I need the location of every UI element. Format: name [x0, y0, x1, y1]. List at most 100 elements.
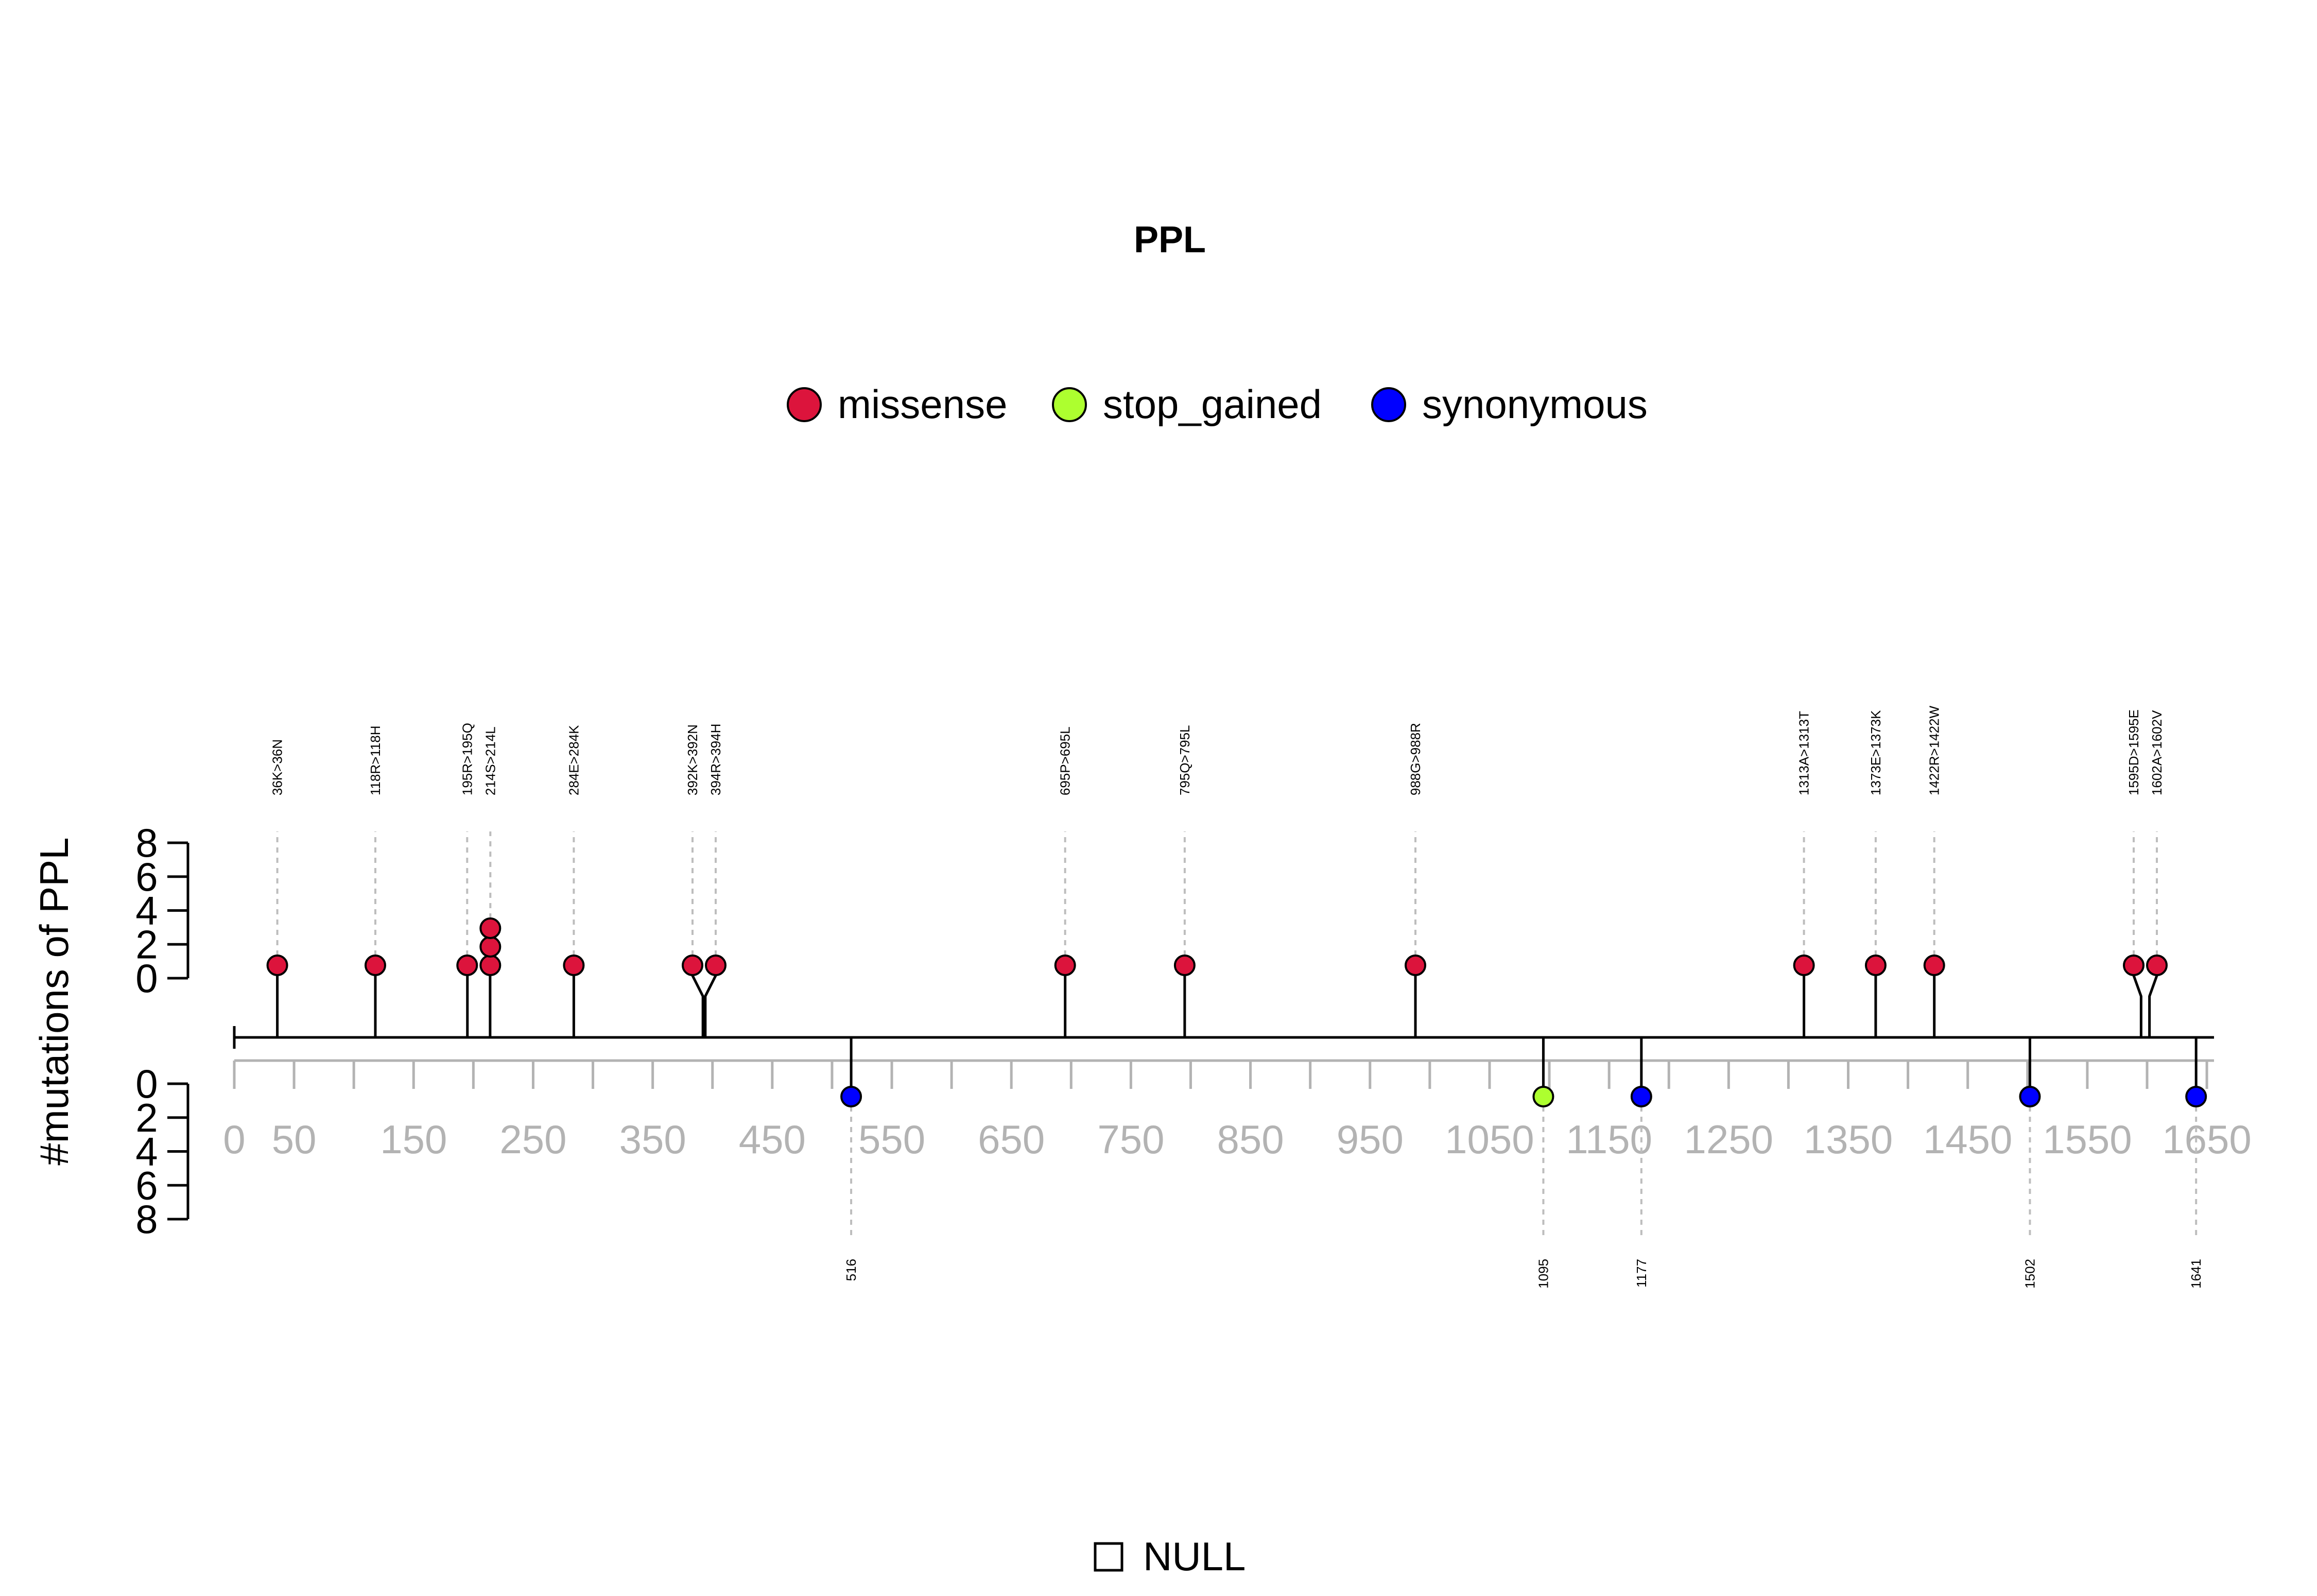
mutation-point — [1793, 955, 1815, 976]
legend-item-missense: missense — [787, 381, 1007, 427]
lollipop-1313A>1313T: 1313A>1313T — [1793, 711, 1815, 1037]
lollipop-516: 516 — [840, 1037, 862, 1281]
lollipops-bottom: 516 1095 1177 1502 1641 — [840, 1037, 2207, 1289]
mutation-point — [1532, 1086, 1554, 1107]
x-tick-label: 550 — [858, 1117, 925, 1162]
y-tick-label: 0 — [135, 1061, 158, 1106]
lollipop-1595D>1595E: 1595D>1595E — [2122, 709, 2145, 1037]
legend-label: stop_gained — [1103, 381, 1322, 427]
protein-backbone — [233, 1026, 2214, 1049]
lollipop-1602A>1602V: 1602A>1602V — [2146, 710, 2168, 1037]
mutation-label: 695P>695L — [1058, 726, 1073, 795]
lollipop-1177: 1177 — [1630, 1037, 1652, 1288]
mutation-label: 36K>36N — [270, 739, 285, 795]
lollipop-795Q>795L: 795Q>795L — [1173, 725, 1196, 1037]
mutation-point — [456, 955, 478, 976]
mutation-point — [840, 1086, 862, 1107]
footer-legend-label: NULL — [1143, 1534, 1246, 1579]
x-tick-label: 950 — [1337, 1117, 1404, 1162]
mutation-point — [479, 917, 502, 939]
mutation-point — [364, 955, 386, 976]
lollipop-1641: 1641 — [2185, 1037, 2207, 1289]
mutation-label: 516 — [843, 1259, 859, 1281]
mutation-label: 1502 — [2022, 1259, 2037, 1289]
mutation-point — [1054, 955, 1076, 976]
mutation-label: 284E>284K — [566, 725, 581, 795]
x-tick-label: 1650 — [2162, 1117, 2252, 1162]
y-tick-label: 4 — [135, 888, 158, 933]
mutation-point — [1923, 955, 1945, 976]
mutation-label: 1602A>1602V — [2149, 710, 2165, 795]
lollipop-36K>36N: 36K>36N — [266, 739, 288, 1037]
y-tick-label: 6 — [135, 1163, 158, 1208]
lollipop-284E>284K: 284E>284K — [563, 725, 585, 1037]
lollipop-1373E>1373K: 1373E>1373K — [1864, 710, 1887, 1037]
mutation-label: 118R>118H — [368, 725, 383, 795]
lollipop-394R>394H: 394R>394H — [704, 724, 727, 1037]
mutation-point — [1630, 1086, 1652, 1107]
x-tick-label: 850 — [1217, 1117, 1284, 1162]
lollipop-392K>392N: 392K>392N — [681, 724, 704, 1037]
mutation-point — [479, 936, 502, 958]
x-tick-label: 1250 — [1684, 1117, 1774, 1162]
legend-marker — [1052, 387, 1087, 422]
mutation-label: 1313A>1313T — [1796, 711, 1812, 795]
x-tick-label: 0 — [223, 1117, 245, 1162]
mutation-label: 1373E>1373K — [1868, 710, 1883, 795]
y-tick-label: 2 — [135, 1095, 158, 1140]
lollipop-988G>988R: 988G>988R — [1404, 723, 1426, 1037]
lollipop-195R>195Q: 195R>195Q — [456, 723, 478, 1037]
x-tick-label: 450 — [739, 1117, 806, 1162]
x-tick-label: 50 — [272, 1117, 317, 1162]
chart-legend: missense stop_gained synonymous — [787, 381, 1648, 427]
x-tick-label: 1450 — [1923, 1117, 2013, 1162]
mutation-point — [1173, 955, 1196, 976]
lollipop-214S>214L: 214S>214L — [479, 726, 502, 1037]
mutation-label: 988G>988R — [1408, 723, 1423, 795]
mutation-point — [563, 955, 585, 976]
y-tick-label: 8 — [135, 1196, 158, 1242]
mutation-label: 795Q>795L — [1177, 725, 1192, 795]
lollipop-118R>118H: 118R>118H — [364, 725, 386, 1037]
legend-marker — [1371, 387, 1406, 422]
chart-title: PPL — [1134, 219, 1206, 261]
mutation-point — [681, 955, 703, 976]
mutation-point — [2122, 955, 2145, 976]
x-tick-label: 650 — [978, 1117, 1045, 1162]
x-tick-label: 1050 — [1445, 1117, 1534, 1162]
x-axis: 0 50 150 250 350 450 550 650 750 850 950 1050 1150 12… — [223, 1059, 2252, 1162]
mutation-point — [2019, 1086, 2041, 1107]
x-tick-label: 350 — [619, 1117, 686, 1162]
mutation-point — [1864, 955, 1887, 976]
y-tick-label: 2 — [135, 922, 158, 967]
legend-item-stop-gained: stop_gained — [1052, 381, 1322, 427]
x-tick-label: 750 — [1097, 1117, 1164, 1162]
mutation-label: 392K>392N — [685, 724, 700, 795]
lollipop-1095: 1095 — [1532, 1037, 1554, 1289]
x-tick-label: 1150 — [1566, 1117, 1652, 1162]
legend-label: synonymous — [1422, 381, 1648, 427]
lollipop-695P>695L: 695P>695L — [1054, 726, 1076, 1037]
mutation-point — [2185, 1086, 2207, 1107]
y-tick-label: 0 — [135, 956, 158, 1001]
mutation-label: 1095 — [1535, 1259, 1551, 1289]
mutation-label: 195R>195Q — [459, 723, 475, 795]
legend-marker — [787, 387, 822, 422]
lollipop-1422R>1422W: 1422R>1422W — [1923, 705, 1945, 1037]
y-tick-label: 4 — [135, 1129, 158, 1174]
lollipop-1502: 1502 — [2019, 1037, 2041, 1289]
mutation-point — [266, 955, 288, 976]
mutation-label: 394R>394H — [708, 724, 723, 796]
legend-item-synonymous: synonymous — [1371, 381, 1648, 427]
footer-legend-box — [1094, 1542, 1123, 1572]
y-tick-label: 8 — [135, 820, 158, 865]
x-tick-label: 1350 — [1804, 1117, 1893, 1162]
x-tick-label: 150 — [380, 1117, 447, 1162]
mutation-point — [2146, 955, 2168, 976]
mutation-label: 1641 — [2188, 1259, 2204, 1289]
mutation-point — [1404, 955, 1426, 976]
